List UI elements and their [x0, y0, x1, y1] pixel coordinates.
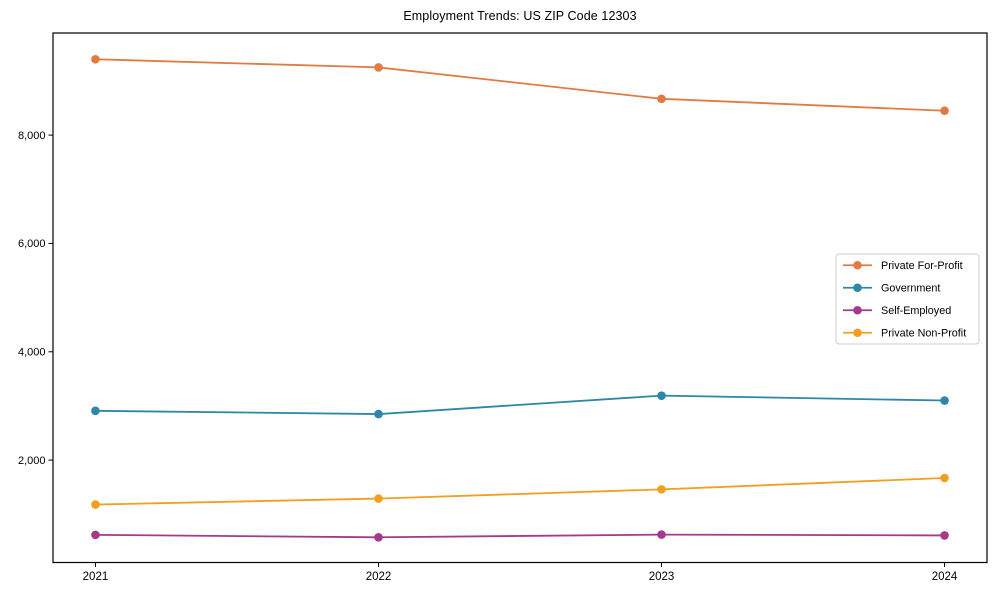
- legend-label: Government: [881, 283, 940, 295]
- data-point-marker: [657, 485, 666, 494]
- series-line: [94, 533, 946, 539]
- data-point-marker: [374, 63, 383, 72]
- data-point-marker: [374, 494, 383, 503]
- x-tick-label: 2022: [366, 571, 392, 583]
- y-tick-label: 2,000: [18, 455, 46, 467]
- x-tick-label: 2023: [649, 571, 675, 583]
- chart-title: Employment Trends: US ZIP Code 12303: [403, 9, 637, 23]
- series-line: [94, 394, 946, 415]
- series-line: [94, 477, 946, 506]
- x-tick-label: 2024: [932, 571, 958, 583]
- data-point-marker: [374, 409, 383, 419]
- legend-label: Private For-Profit: [881, 260, 963, 272]
- legend-marker: [853, 305, 862, 315]
- legend-marker: [853, 283, 862, 293]
- legend-box: [835, 253, 980, 345]
- y-tick-label: 8,000: [18, 130, 46, 142]
- y-tick-label: 4,000: [18, 347, 46, 359]
- data-point-marker: [657, 391, 666, 400]
- legend-marker: [853, 260, 862, 270]
- data-point-marker: [940, 531, 949, 540]
- data-point-marker: [657, 530, 666, 539]
- legend-marker: [853, 328, 862, 338]
- data-point-marker: [940, 473, 949, 483]
- data-point-marker: [91, 500, 100, 509]
- legend-label: Private Non-Profit: [881, 328, 966, 340]
- data-point-marker: [940, 106, 949, 116]
- data-point-marker: [657, 94, 666, 104]
- data-point-marker: [91, 406, 100, 416]
- data-point-marker: [940, 396, 949, 405]
- data-point-marker: [91, 54, 100, 64]
- series-line: [94, 58, 946, 112]
- legend-label: Self-Employed: [881, 305, 951, 317]
- x-tick-label: 2021: [83, 571, 109, 583]
- data-point-marker: [374, 533, 383, 542]
- y-tick-label: 6,000: [18, 238, 46, 250]
- plot-border: [52, 32, 988, 564]
- data-point-marker: [91, 530, 100, 540]
